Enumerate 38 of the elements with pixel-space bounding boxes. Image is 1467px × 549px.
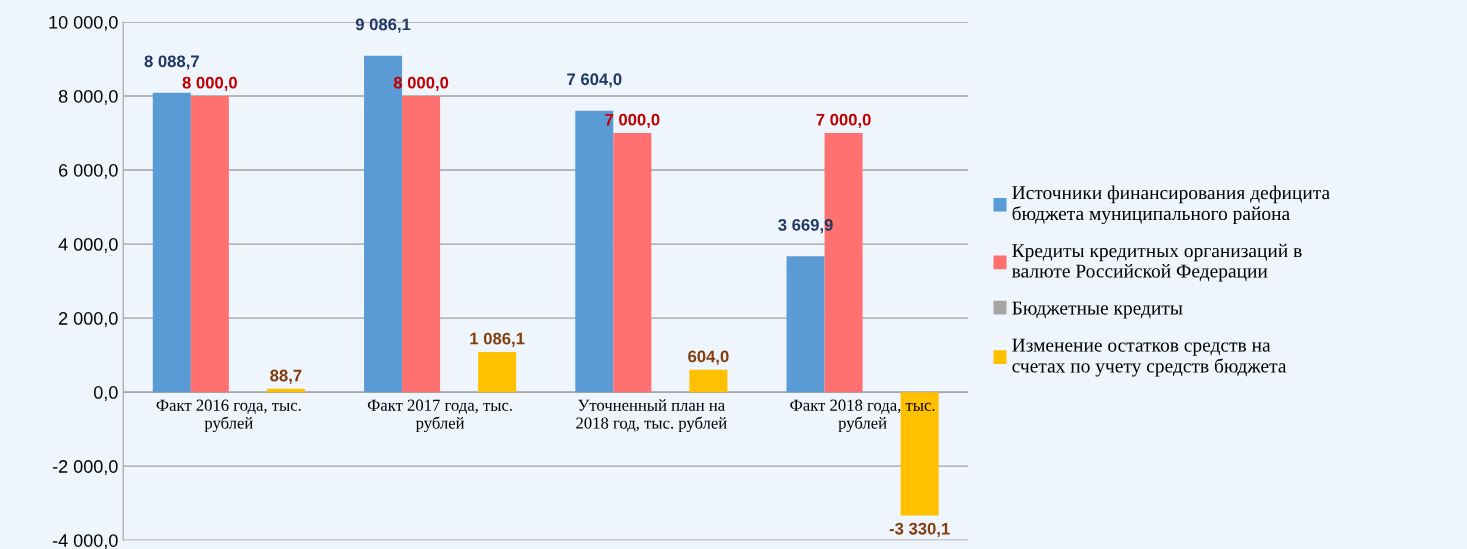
y-tick-label: 4 000,0 [58,238,118,253]
legend-label: Изменение остатков средств на счетах по учету средств бюджета [1012,338,1287,377]
bar [152,92,191,393]
bar [266,388,305,393]
bar [402,96,441,393]
y-tick-label: 10 000,0 [49,15,118,31]
y-tick-label: 0,0 [93,386,118,401]
bar [478,351,517,393]
x-tick-label: Факт 2017 года, тыс. рублей [367,399,512,433]
data-label: 8 088,7 [144,55,199,70]
data-label: 7 000,0 [605,113,660,128]
legend-label: Бюджетные кредиты [1012,301,1183,319]
data-label: 8 000,0 [182,76,237,91]
legend-label: Источники финансирования дефицита бюджета муниципального района [1012,185,1330,225]
bar [900,392,939,516]
data-label: 604,0 [688,350,729,365]
bar [190,96,229,393]
x-tick-label: Уточненный план на 2018 год, тыс. рублей [576,399,727,433]
data-label: -3 330,1 [889,522,950,538]
data-label: 9 086,1 [355,18,411,33]
bar [786,256,825,393]
legend-label: Кредиты кредитных организаций в валюте Российской Федерации [1012,243,1302,282]
y-tick-label: 6 000,0 [59,163,118,179]
data-label: 7 604,0 [567,73,622,88]
y-tick-label: -2 000,0 [52,460,118,476]
y-tick-label: -4 000,0 [52,534,118,549]
data-label: 7 000,0 [816,113,871,128]
data-label: 8 000,0 [393,76,449,91]
data-label: 1 086,1 [470,332,525,347]
bar [613,133,652,393]
y-tick-label: 2 000,0 [59,312,118,327]
x-tick-label: Факт 2018 года, тыс. рублей [790,399,935,433]
bar [575,110,614,393]
data-label: 88,7 [270,369,302,384]
bar [689,369,728,393]
bar [364,55,403,393]
x-tick-label: Факт 2016 года, тыс. рублей [156,399,301,433]
y-tick-label: 8 000,0 [58,89,118,105]
